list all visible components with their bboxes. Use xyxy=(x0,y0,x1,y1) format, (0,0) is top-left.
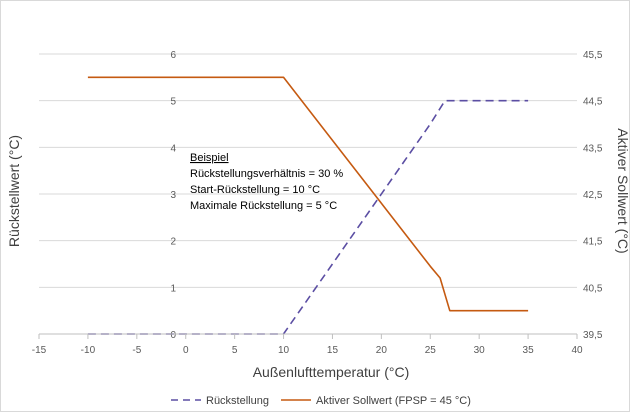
x-tick-label: 0 xyxy=(183,345,189,356)
y-right-tick-label: 39,5 xyxy=(583,330,603,341)
annotation-line: Rückstellungsverhältnis = 30 % xyxy=(190,168,343,180)
x-tick-label: 20 xyxy=(376,345,388,356)
x-tick-label: 5 xyxy=(232,345,238,356)
y-right-tick-label: 41,5 xyxy=(583,237,603,248)
x-tick-label: 40 xyxy=(571,345,583,356)
axes: 0 39,5 1 40,5 2 41,5 3 42,5 4 43,5 5 44,5 6 45,5 -15 -1… xyxy=(32,50,603,356)
series-line-aktiver xyxy=(87,76,529,312)
y-right-tick-label: 45,5 xyxy=(583,50,603,61)
x-tick-label: 10 xyxy=(278,345,290,356)
x-tick-label: -15 xyxy=(32,345,47,356)
annotation-line: Maximale Rückstellung = 5 °C xyxy=(190,200,337,212)
legend-label-aktiver-sollwert: Aktiver Sollwert (FPSP = 45 °C) xyxy=(316,395,471,407)
y-left-tick-label: 1 xyxy=(170,283,176,294)
x-tick-label: 15 xyxy=(327,345,339,356)
x-tick-label: 30 xyxy=(474,345,486,356)
y-axis-left-title: Rückstellwert (°C) xyxy=(6,135,22,247)
y-left-tick-label: 5 xyxy=(170,97,176,108)
y-left-tick-label: 6 xyxy=(170,50,176,61)
annotation-line: Start-Rückstellung = 10 °C xyxy=(190,184,320,196)
y-left-tick-label: 0 xyxy=(170,330,176,341)
x-tick-label: -5 xyxy=(132,345,141,356)
y-right-tick-label: 42,5 xyxy=(583,190,603,201)
y-right-tick-label: 40,5 xyxy=(583,283,603,294)
y-axis-right-title: Aktiver Sollwert (°C) xyxy=(615,128,629,253)
x-tick-label: -10 xyxy=(81,345,96,356)
x-tick-label: 25 xyxy=(425,345,437,356)
legend-label-rueckstellung: Rückstellung xyxy=(206,395,269,407)
y-right-tick-label: 44,5 xyxy=(583,97,603,108)
y-left-tick-label: 2 xyxy=(170,237,176,248)
example-annotation: Beispiel Rückstellungsverhältnis = 30 % … xyxy=(190,152,343,212)
y-left-tick-label: 3 xyxy=(170,190,176,201)
series-line-rckstellung xyxy=(87,99,529,335)
gridlines xyxy=(39,53,577,288)
annotation-heading: Beispiel xyxy=(190,152,229,164)
legend: Rückstellung Aktiver Sollwert (FPSP = 45… xyxy=(171,395,471,407)
x-tick-label: 35 xyxy=(523,345,535,356)
y-left-tick-label: 4 xyxy=(170,143,176,154)
x-axis-title: Außenlufttemperatur (°C) xyxy=(253,364,410,380)
y-right-tick-label: 43,5 xyxy=(583,143,603,154)
